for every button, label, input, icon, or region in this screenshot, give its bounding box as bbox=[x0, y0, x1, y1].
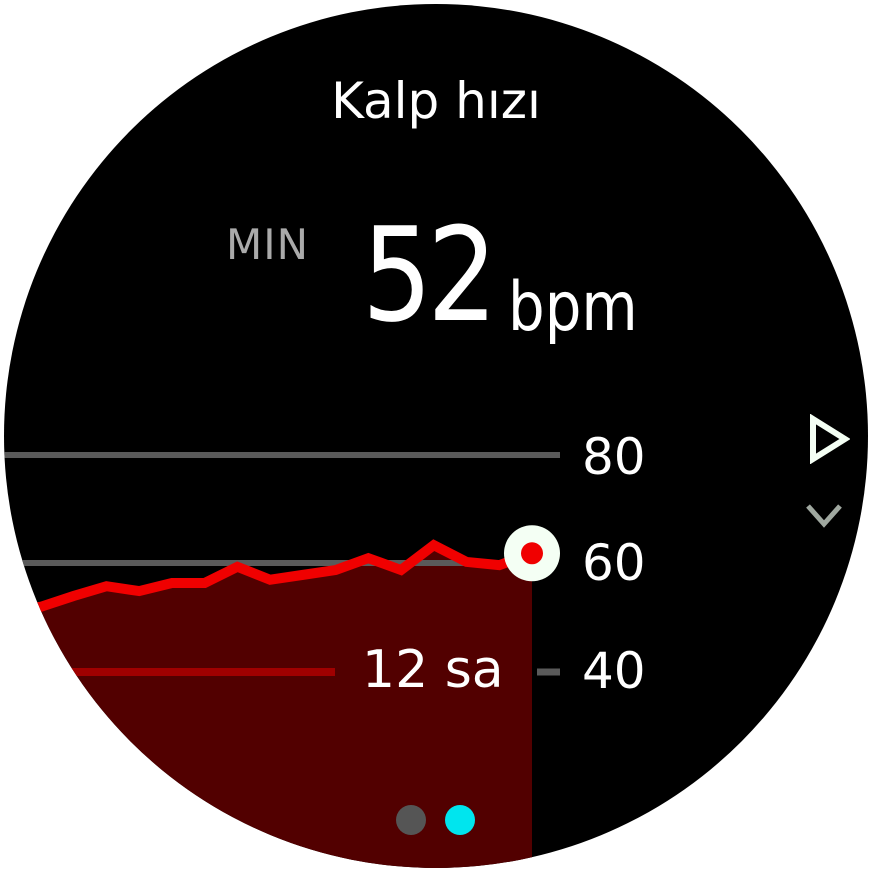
page-dot-1[interactable] bbox=[396, 805, 426, 835]
page-dot-2-active[interactable] bbox=[445, 805, 475, 835]
min-label: MIN bbox=[226, 220, 310, 269]
time-scale-label: 12 sa bbox=[362, 640, 504, 700]
page-title: Kalp hızı bbox=[331, 72, 541, 130]
min-value: 52 bbox=[362, 199, 498, 351]
y-tick-60: 60 bbox=[582, 534, 646, 592]
y-tick-40: 40 bbox=[582, 642, 646, 700]
unit-label: bpm bbox=[508, 268, 638, 347]
play-triangle-icon[interactable] bbox=[808, 414, 850, 464]
chevron-down-icon[interactable] bbox=[804, 500, 844, 530]
heart-rate-line bbox=[4, 539, 534, 618]
y-tick-80: 80 bbox=[582, 428, 646, 486]
current-value-marker-dot bbox=[521, 542, 543, 565]
